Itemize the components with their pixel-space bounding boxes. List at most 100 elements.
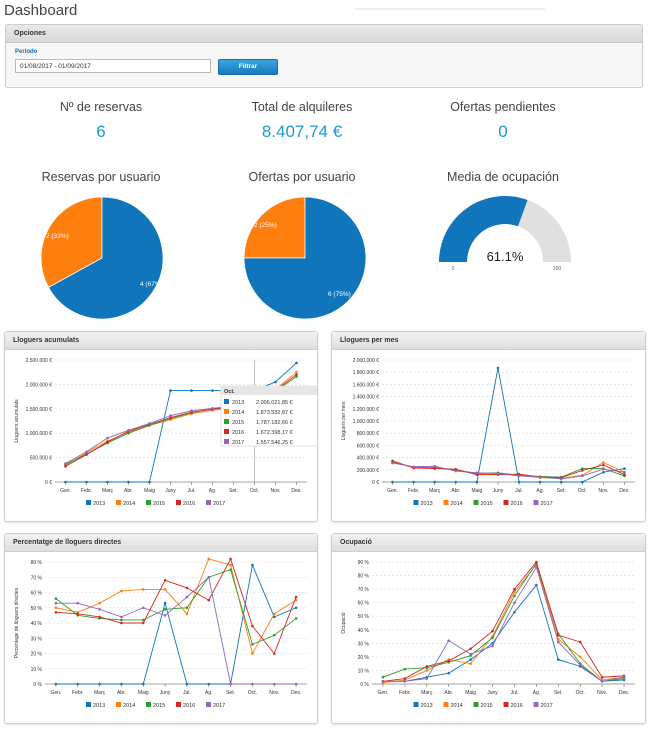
legend-item[interactable]: 2014 bbox=[123, 703, 135, 709]
data-point[interactable] bbox=[623, 467, 626, 470]
data-point[interactable] bbox=[602, 463, 605, 467]
data-point[interactable] bbox=[54, 611, 58, 614]
data-point[interactable] bbox=[229, 568, 232, 571]
legend-item[interactable]: 2014 bbox=[451, 501, 463, 507]
data-point[interactable] bbox=[433, 467, 437, 470]
legend-item[interactable]: 2016 bbox=[511, 501, 523, 507]
data-point[interactable] bbox=[185, 612, 189, 616]
data-point[interactable] bbox=[425, 677, 429, 680]
data-point[interactable] bbox=[469, 662, 472, 665]
data-point[interactable] bbox=[538, 475, 542, 479]
data-point[interactable] bbox=[294, 606, 298, 610]
data-point[interactable] bbox=[229, 557, 232, 561]
data-point[interactable] bbox=[76, 601, 80, 605]
data-point[interactable] bbox=[580, 480, 584, 484]
data-point[interactable] bbox=[491, 629, 494, 633]
data-point[interactable] bbox=[251, 624, 254, 628]
data-point[interactable] bbox=[622, 675, 626, 679]
legend-item[interactable]: 2013 bbox=[93, 501, 105, 507]
data-point[interactable] bbox=[85, 450, 88, 454]
data-point[interactable] bbox=[600, 679, 604, 683]
data-point[interactable] bbox=[251, 652, 254, 655]
data-point[interactable] bbox=[229, 563, 232, 567]
data-point[interactable] bbox=[556, 633, 560, 637]
data-point[interactable] bbox=[163, 601, 167, 605]
data-point[interactable] bbox=[578, 655, 582, 659]
legend-item[interactable]: 2015 bbox=[481, 703, 493, 709]
data-point[interactable] bbox=[141, 606, 145, 610]
data-point[interactable] bbox=[580, 467, 584, 470]
data-point[interactable] bbox=[251, 682, 254, 686]
data-point[interactable] bbox=[447, 671, 451, 675]
data-point[interactable] bbox=[381, 675, 385, 679]
legend-item[interactable]: 2016 bbox=[183, 501, 195, 507]
data-point[interactable] bbox=[491, 644, 494, 648]
data-point[interactable] bbox=[403, 679, 407, 683]
data-point[interactable] bbox=[120, 615, 123, 619]
data-point[interactable] bbox=[425, 665, 429, 668]
data-point[interactable] bbox=[600, 675, 604, 679]
data-point[interactable] bbox=[513, 594, 516, 598]
data-point[interactable] bbox=[535, 560, 538, 564]
data-point[interactable] bbox=[425, 669, 429, 672]
data-point[interactable] bbox=[190, 389, 193, 392]
data-point[interactable] bbox=[475, 473, 479, 476]
data-point[interactable] bbox=[578, 663, 582, 667]
data-point[interactable] bbox=[475, 471, 479, 475]
data-point[interactable] bbox=[211, 407, 214, 410]
data-point[interactable] bbox=[98, 607, 101, 611]
data-point[interactable] bbox=[76, 612, 80, 616]
data-point[interactable] bbox=[54, 601, 58, 605]
data-point[interactable] bbox=[251, 563, 254, 567]
data-point[interactable] bbox=[185, 606, 189, 610]
data-point[interactable] bbox=[513, 610, 516, 614]
data-point[interactable] bbox=[127, 428, 130, 432]
data-point[interactable] bbox=[141, 588, 145, 591]
data-point[interactable] bbox=[272, 633, 276, 637]
data-point[interactable] bbox=[469, 652, 472, 656]
data-point[interactable] bbox=[64, 462, 67, 465]
legend-item[interactable]: 2013 bbox=[421, 501, 433, 507]
data-point[interactable] bbox=[403, 667, 407, 671]
data-point[interactable] bbox=[163, 614, 167, 617]
data-point[interactable] bbox=[602, 461, 605, 464]
data-point[interactable] bbox=[148, 480, 151, 484]
data-point[interactable] bbox=[295, 375, 298, 378]
legend-item[interactable]: 2013 bbox=[421, 703, 433, 709]
data-point[interactable] bbox=[185, 586, 189, 590]
data-point[interactable] bbox=[454, 467, 458, 471]
legend-item[interactable]: 2016 bbox=[183, 703, 195, 709]
data-point[interactable] bbox=[127, 480, 130, 484]
data-point[interactable] bbox=[381, 679, 385, 683]
data-point[interactable] bbox=[169, 414, 172, 417]
legend-item[interactable]: 2017 bbox=[213, 501, 225, 507]
data-point[interactable] bbox=[294, 595, 298, 599]
legend-item[interactable]: 2014 bbox=[123, 501, 135, 507]
data-point[interactable] bbox=[623, 473, 626, 476]
data-point[interactable] bbox=[207, 682, 211, 686]
data-point[interactable] bbox=[538, 480, 542, 484]
data-point[interactable] bbox=[623, 470, 626, 474]
data-point[interactable] bbox=[274, 380, 277, 384]
pie-slice[interactable] bbox=[243, 196, 306, 259]
data-point[interactable] bbox=[295, 370, 298, 374]
data-point[interactable] bbox=[120, 589, 123, 593]
data-point[interactable] bbox=[433, 464, 437, 468]
data-point[interactable] bbox=[98, 615, 101, 619]
data-point[interactable] bbox=[64, 465, 67, 468]
data-point[interactable] bbox=[120, 618, 123, 622]
data-point[interactable] bbox=[294, 682, 298, 686]
data-point[interactable] bbox=[295, 373, 298, 376]
data-point[interactable] bbox=[106, 480, 109, 484]
data-point[interactable] bbox=[169, 389, 172, 392]
data-point[interactable] bbox=[98, 682, 101, 686]
data-point[interactable] bbox=[127, 431, 130, 435]
data-point[interactable] bbox=[76, 682, 80, 686]
data-point[interactable] bbox=[447, 639, 451, 642]
data-point[interactable] bbox=[120, 682, 123, 686]
data-point[interactable] bbox=[148, 422, 151, 425]
data-point[interactable] bbox=[141, 621, 145, 625]
legend-item[interactable]: 2013 bbox=[93, 703, 105, 709]
data-point[interactable] bbox=[54, 682, 58, 686]
pie-slice[interactable] bbox=[243, 196, 367, 320]
